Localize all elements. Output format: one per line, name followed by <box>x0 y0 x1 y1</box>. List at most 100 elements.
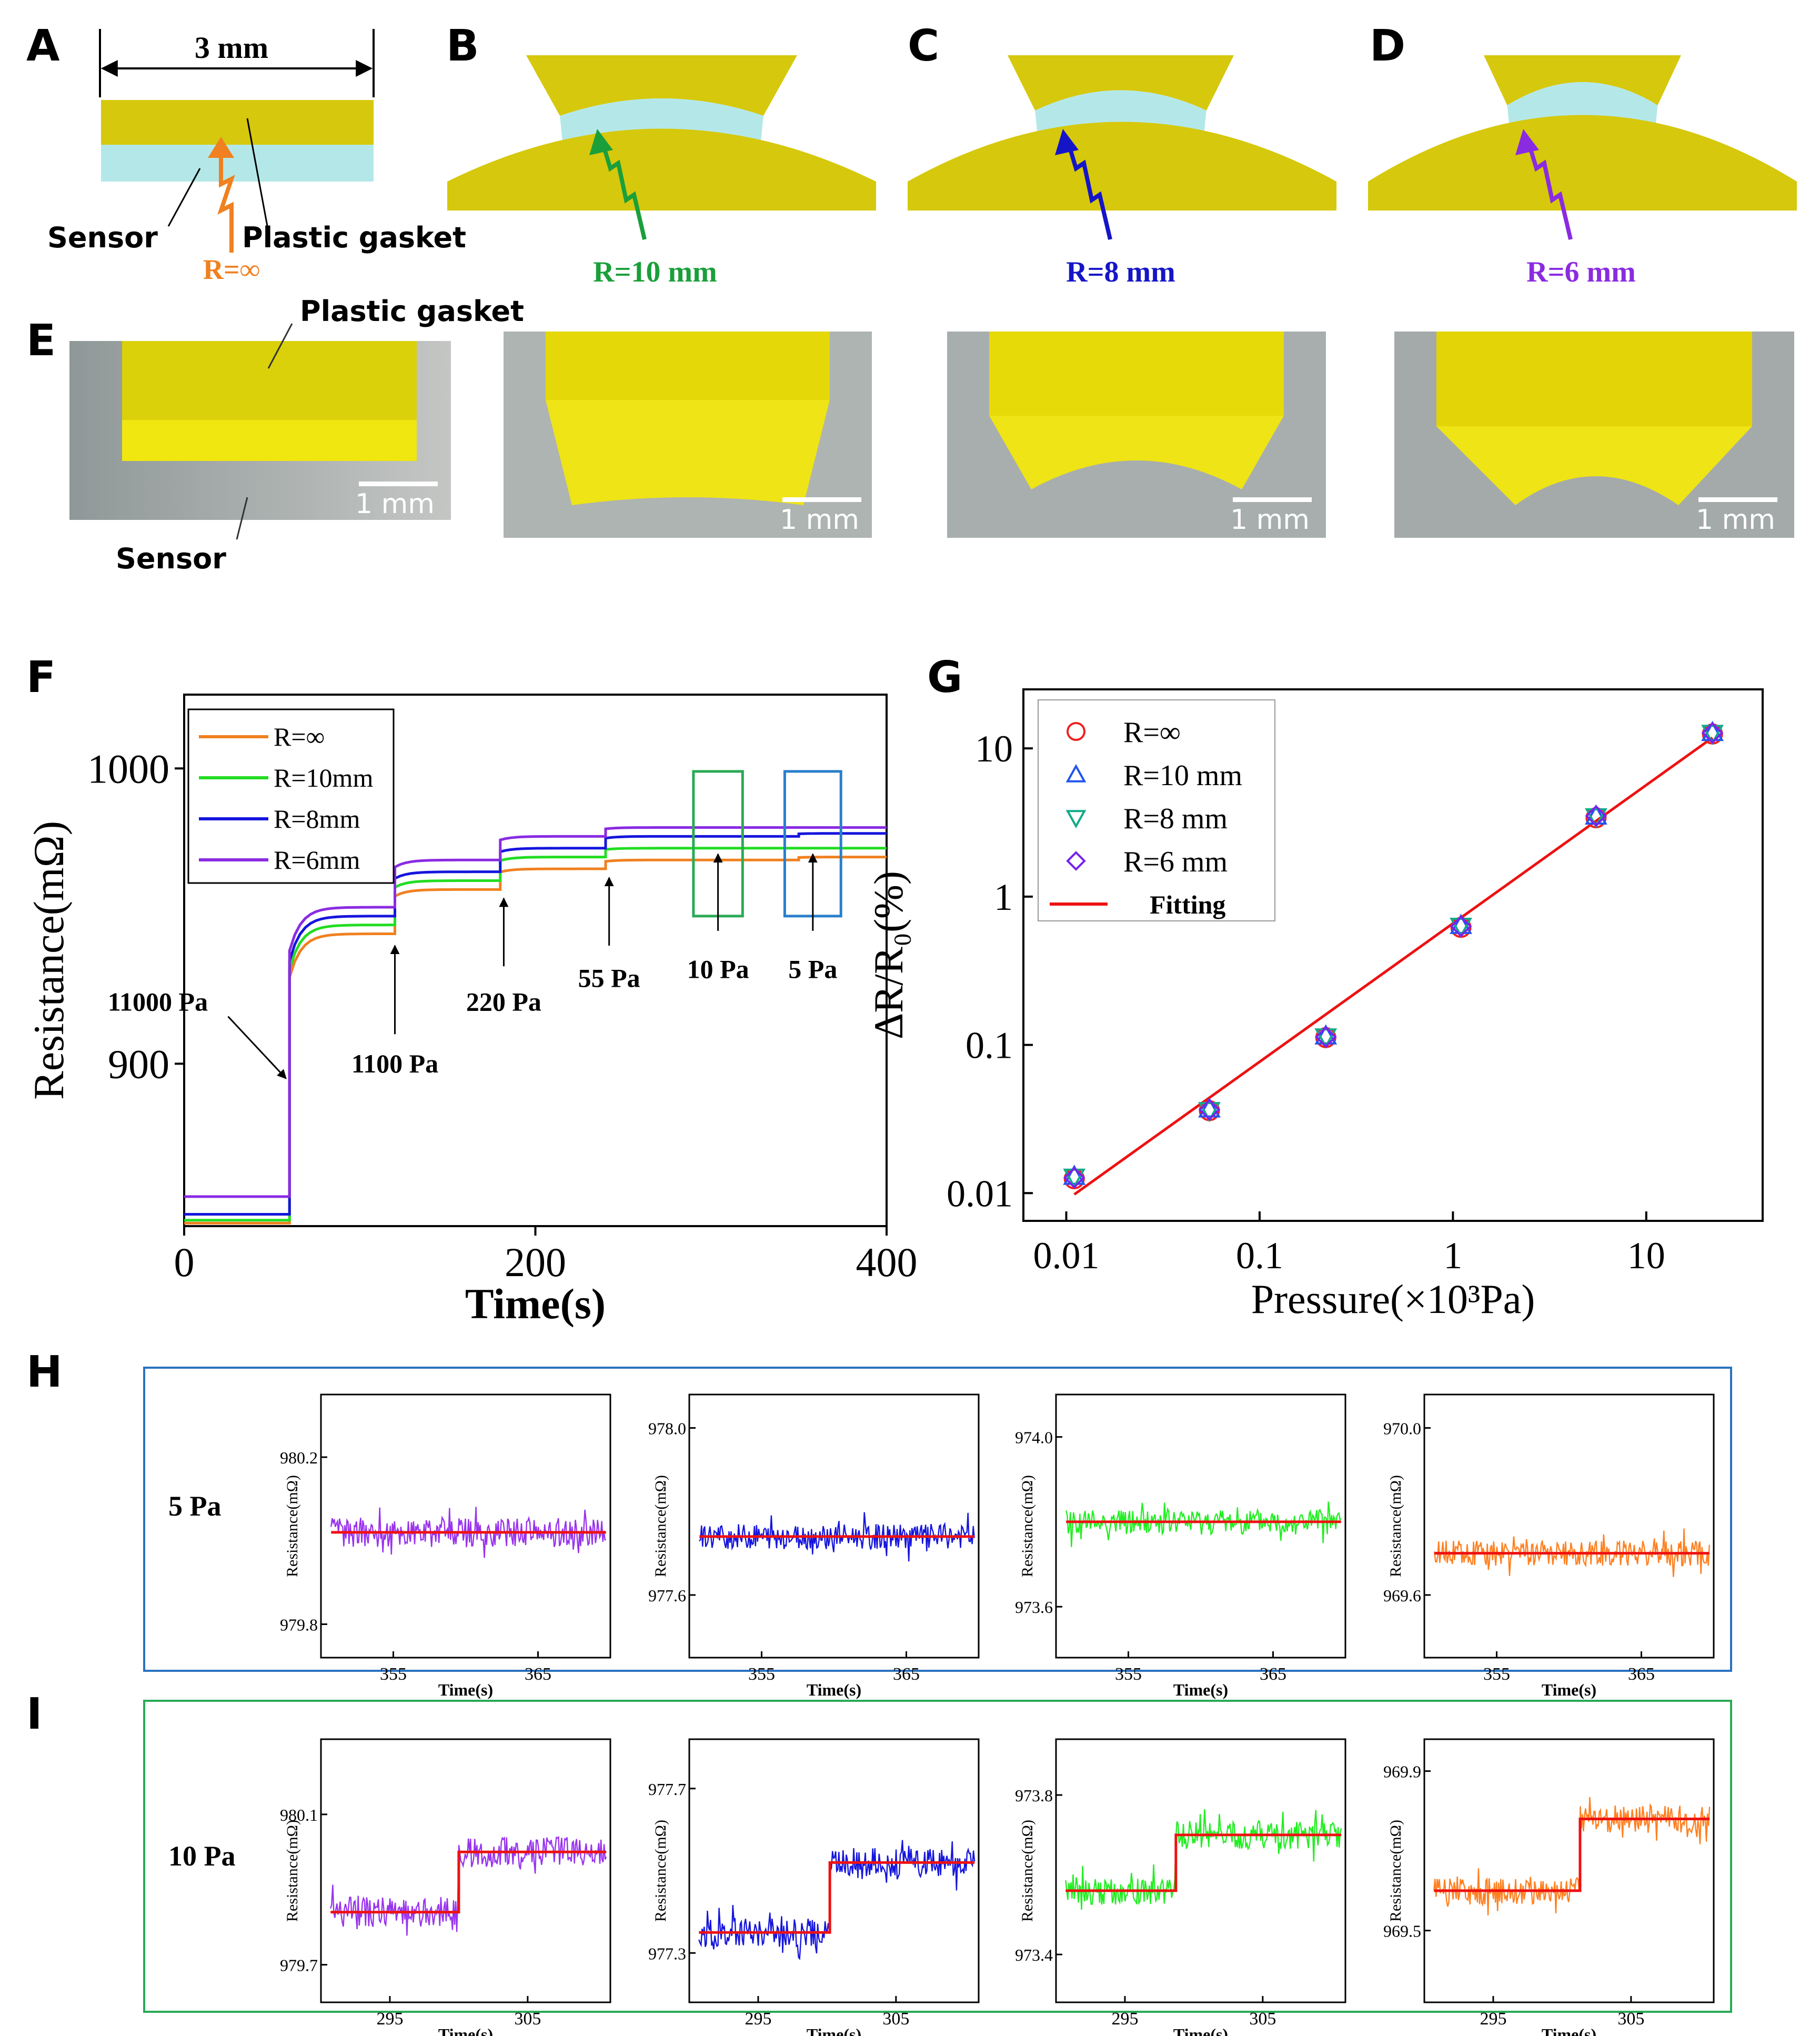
panel-label-g: G <box>927 653 963 703</box>
x-axis-label: Time(s) <box>438 2025 493 2036</box>
annotation-label-0: 11000 Pa <box>108 987 208 1016</box>
panel-label-f: F <box>26 653 56 703</box>
data-point-2-2 <box>1314 1028 1338 1049</box>
scale-label: 1 mm <box>780 504 859 536</box>
gasket-block <box>1008 55 1234 111</box>
row-h-charts: 5 Pa 355 365 980.2 979.8 Time(s) Resistance(mΩ… <box>168 1393 1715 1699</box>
subplot-frame <box>688 1738 980 2003</box>
y-tick-label: 970.0 <box>1383 1419 1421 1438</box>
annotation-label-5: 5 Pa <box>788 955 837 984</box>
scale-bar <box>782 497 861 502</box>
row-label: 5 Pa <box>168 1490 222 1522</box>
x-tick-label: 365 <box>1260 1664 1286 1684</box>
y-tick-label: 1 <box>994 876 1013 918</box>
y-tick-label: 977.7 <box>648 1780 686 1799</box>
scale-bar <box>359 482 438 486</box>
y-axis-label: Resistance(mΩ) <box>1387 1820 1404 1922</box>
mean-line <box>1065 1833 1342 1892</box>
subplot-frame <box>320 1393 611 1659</box>
scale-label: 1 mm <box>1230 504 1310 536</box>
x-tick-label: 355 <box>380 1664 407 1684</box>
subplot-0: 295 305 980.1 979.7 Time(s) Resistance(mΩ) <box>280 1738 611 2036</box>
radius-label-b: R=10 mm <box>593 256 717 288</box>
series-line-0 <box>184 856 887 1225</box>
x-tick-label: 0.01 <box>1033 1235 1100 1277</box>
legend-marker-0 <box>1067 722 1085 741</box>
annotation-label-2: 220 Pa <box>466 987 541 1016</box>
x-tick-label: 305 <box>1249 2009 1276 2029</box>
data-point-1-0 <box>1063 1165 1086 1185</box>
photo-r6 <box>1394 332 1794 538</box>
legend-marker-2 <box>1065 810 1087 829</box>
y-tick-label: 974.0 <box>1015 1428 1053 1447</box>
data-point-3-0 <box>1063 1167 1085 1189</box>
radius-arrowhead <box>1055 129 1079 155</box>
data-point-3-5 <box>1701 722 1724 744</box>
schematic-a: 3 mm Sensor Plastic gasket R=∞ <box>47 29 466 285</box>
gasket-label: Plastic gasket <box>242 221 466 254</box>
photo-gasket-label: Plastic gasket <box>300 295 524 328</box>
chart-f: 0 200 400 900 1000 Time(s) Resistance(mΩ) 11000… <box>25 694 918 1328</box>
y-tick-label: 977.3 <box>648 1944 686 1963</box>
radius-label-c: R=8 mm <box>1066 256 1175 288</box>
y-tick-label: 900 <box>108 1041 169 1087</box>
x-tick-label: 355 <box>748 1664 775 1684</box>
annotation-arrow-0 <box>227 1016 287 1079</box>
y-axis-label: Resistance(mΩ) <box>652 1820 669 1922</box>
data-point-3-3 <box>1450 915 1472 938</box>
sensor-label: Sensor <box>47 221 158 254</box>
x-tick-label: 305 <box>882 2009 909 2029</box>
y-axis-label: Resistance(mΩ) <box>1019 1475 1036 1577</box>
gasket-block <box>101 100 374 145</box>
subplot-frame <box>688 1393 980 1659</box>
y-axis-label: Resistance(mΩ) <box>1019 1820 1036 1922</box>
radius-arrowhead <box>589 129 613 155</box>
x-tick-label: 400 <box>856 1239 918 1285</box>
x-tick-label: 355 <box>1483 1664 1510 1684</box>
legend-label-1: R=10mm <box>274 763 373 793</box>
row-h-frame <box>143 1367 1732 1672</box>
panel-label-b: B <box>446 21 479 71</box>
data-point-1-5 <box>1701 720 1724 741</box>
y-axis-label: Resistance(mΩ) <box>284 1475 301 1577</box>
radius-label-d: R=6 mm <box>1526 256 1636 288</box>
legend-label-1: R=10 mm <box>1123 759 1242 792</box>
y-axis-label: Resistance(mΩ) <box>284 1820 301 1922</box>
row-label: 10 Pa <box>168 1840 236 1872</box>
panel-label-e: E <box>26 316 56 366</box>
y-tick-label: 973.8 <box>1015 1786 1053 1805</box>
noise-trace <box>698 1840 976 1961</box>
x-tick-label: 355 <box>1115 1664 1142 1684</box>
subplot-2: 355 365 974.0 973.6 Time(s) Resistance(mΩ) <box>1015 1393 1346 1699</box>
data-point-2-4 <box>1584 808 1607 829</box>
x-axis-label: Time(s) <box>807 2025 861 2036</box>
subplot-frame <box>320 1738 611 2003</box>
y-tick-label: 973.6 <box>1015 1598 1053 1617</box>
photo-r10 <box>504 332 872 538</box>
y-axis-label: ΔR/R₀(%) <box>866 871 911 1039</box>
data-point-3-4 <box>1585 805 1607 827</box>
x-tick-label: 365 <box>1628 1664 1655 1684</box>
x-tick-label: 1 <box>1443 1235 1462 1277</box>
legend-label-2: R=8mm <box>274 804 360 834</box>
gasket-block <box>526 55 797 116</box>
panel-label-d: D <box>1370 21 1406 71</box>
y-tick-label: 969.5 <box>1383 1922 1421 1941</box>
y-tick-label: 973.4 <box>1015 1945 1053 1964</box>
y-tick-label: 979.8 <box>280 1616 318 1634</box>
x-tick-label: 295 <box>745 2009 771 2029</box>
row-i-charts: 10 Pa 295 305 980.1 979.7 Time(s) Resistance(m… <box>168 1738 1715 2036</box>
photo-pointer-lines <box>236 323 293 540</box>
y-axis-label: Resistance(mΩ) <box>652 1475 669 1577</box>
y-tick-label: 977.6 <box>648 1586 686 1605</box>
base-block <box>447 128 876 210</box>
x-tick-label: 365 <box>525 1664 551 1684</box>
y-tick-label: 0.01 <box>947 1172 1013 1215</box>
plot-frame <box>1022 688 1764 1222</box>
legend-label-0: R=∞ <box>1123 716 1181 749</box>
mean-line <box>330 1850 607 1914</box>
data-point-1-2 <box>1314 1024 1338 1045</box>
y-tick-label: 969.6 <box>1383 1586 1421 1605</box>
photo-flat <box>69 341 451 520</box>
legend-label-3: R=6 mm <box>1123 846 1228 878</box>
